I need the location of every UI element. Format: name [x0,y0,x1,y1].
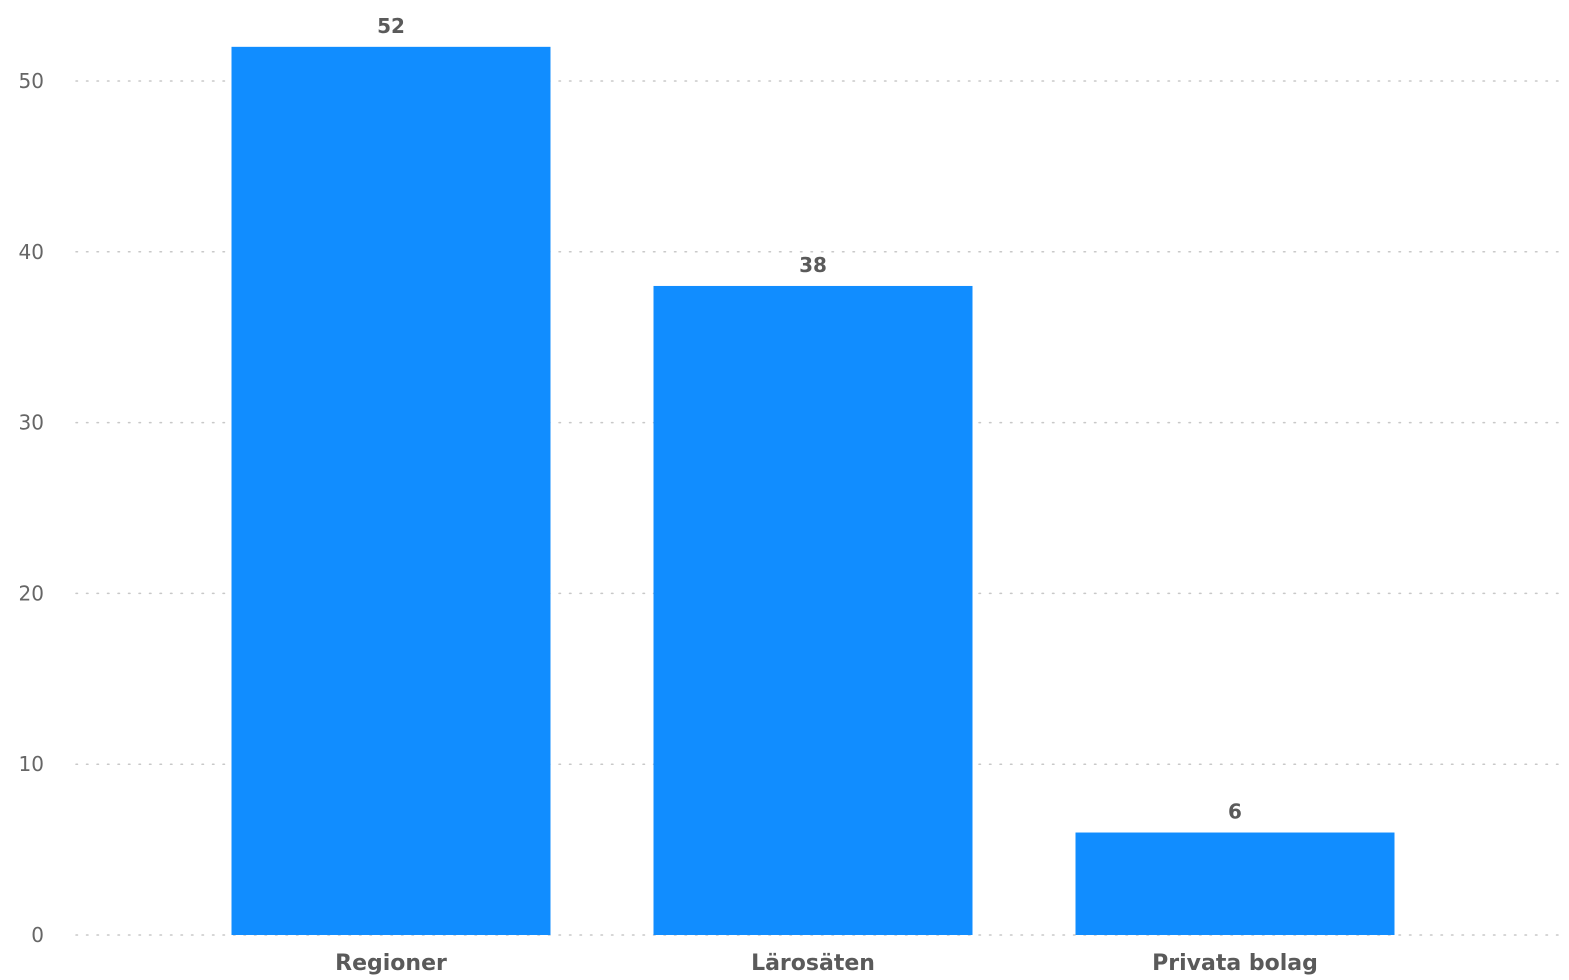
x-axis-categories: Regioner Lärosäten Privata bolag [335,951,1318,976]
y-tick-label: 10 [19,752,44,776]
y-tick-label: 50 [19,69,44,93]
y-axis-ticks: 0 10 20 30 40 50 [19,69,44,947]
bar-privata-bolag [1075,832,1395,935]
y-tick-label: 30 [19,411,44,435]
bars [231,46,1395,936]
category-label: Lärosäten [751,951,875,976]
data-label: 38 [799,253,827,277]
bar-regioner [231,46,551,935]
category-label: Regioner [335,951,447,976]
y-tick-label: 0 [31,923,44,947]
y-tick-label: 20 [19,581,44,605]
data-label: 52 [377,14,405,38]
category-label: Privata bolag [1152,951,1318,976]
y-tick-label: 40 [19,240,44,264]
bar-l-ros-ten [653,285,973,936]
data-label: 6 [1228,800,1242,824]
data-labels: 52 38 6 [377,14,1242,824]
